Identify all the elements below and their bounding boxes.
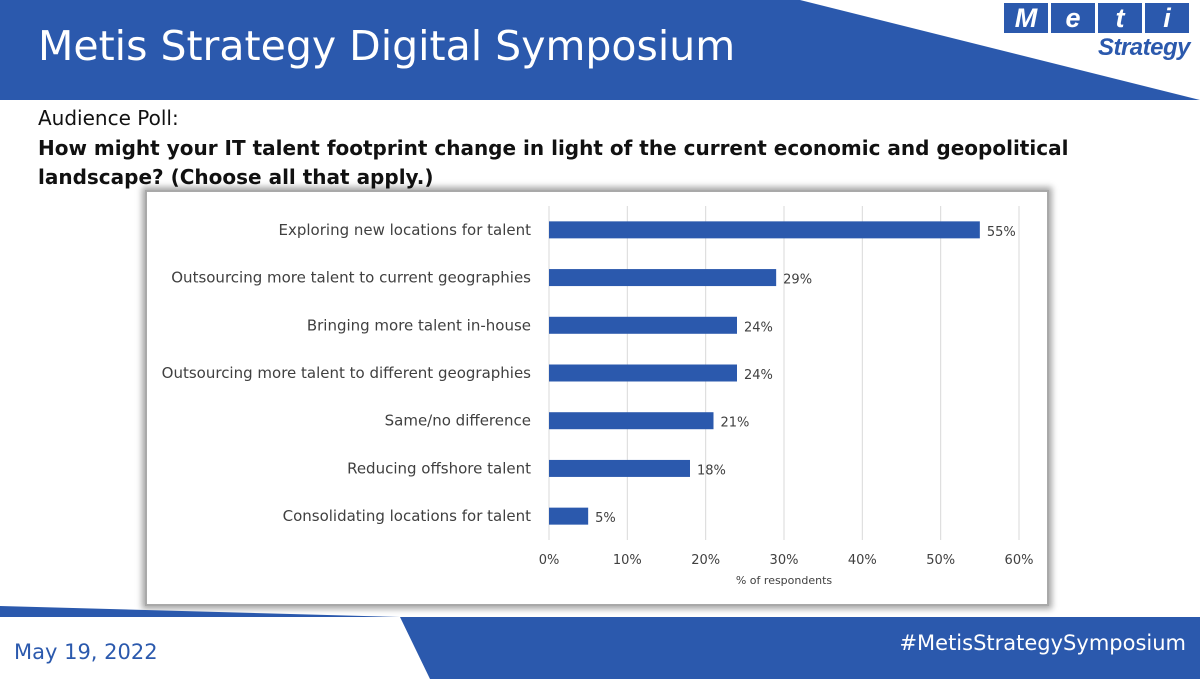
category-label: Bringing more talent in-house <box>307 316 531 334</box>
bar <box>549 221 980 239</box>
bar <box>549 507 589 525</box>
header-band-shape <box>0 0 1200 100</box>
data-label: 29% <box>783 273 812 288</box>
bar-chart: Exploring new locations for talent 55% Out… <box>162 206 1034 587</box>
x-tick-label: 50% <box>926 553 955 568</box>
data-label: 24% <box>744 368 773 383</box>
data-label: 55% <box>987 225 1016 240</box>
poll-question: How might your IT talent footprint chang… <box>38 136 1069 189</box>
x-tick-label: 20% <box>691 553 720 568</box>
logo-letter: i <box>1145 3 1189 33</box>
x-axis-label: % of respondents <box>736 574 833 587</box>
bar <box>549 412 714 430</box>
x-tick-label: 60% <box>1005 553 1034 568</box>
x-tick-label: 10% <box>613 553 642 568</box>
footer-band <box>0 606 1200 679</box>
footer-band-shape <box>400 617 1200 679</box>
x-tick-label: 30% <box>770 553 799 568</box>
x-tick-label: 0% <box>539 553 560 568</box>
header-band <box>0 0 1200 100</box>
logo-letter: e <box>1051 3 1095 33</box>
x-tick-label: 40% <box>848 553 877 568</box>
footer-hashtag: #MetisStrategySymposium <box>899 631 1186 655</box>
footer-accent-shape <box>0 606 400 617</box>
data-label: 21% <box>721 416 750 431</box>
bar <box>549 364 737 382</box>
category-label: Same/no difference <box>385 412 531 430</box>
category-label: Exploring new locations for talent <box>279 221 532 239</box>
footer-date: May 19, 2022 <box>14 640 158 664</box>
logo-letter: M <box>1004 3 1048 33</box>
bar <box>549 459 690 477</box>
bar <box>549 316 737 334</box>
logo-letter: t <box>1098 3 1142 33</box>
poll-label: Audience Poll: <box>38 106 179 130</box>
category-label: Reducing offshore talent <box>347 459 531 477</box>
category-label: Outsourcing more talent to current geogr… <box>171 269 531 287</box>
category-label: Consolidating locations for talent <box>283 507 532 525</box>
data-label: 18% <box>697 463 726 478</box>
data-label: 24% <box>744 320 773 335</box>
chart-frame: Exploring new locations for talent 55% Out… <box>145 190 1049 606</box>
metis-strategy-logo: M e t i Strategy <box>1004 3 1191 62</box>
logo-letter-boxes: M e t i <box>1004 3 1190 33</box>
bar <box>549 269 777 287</box>
data-label: 5% <box>595 511 616 526</box>
page-title: Metis Strategy Digital Symposium <box>38 22 736 70</box>
logo-subtitle: Strategy <box>1097 34 1191 61</box>
category-label: Outsourcing more talent to different geo… <box>162 364 532 382</box>
